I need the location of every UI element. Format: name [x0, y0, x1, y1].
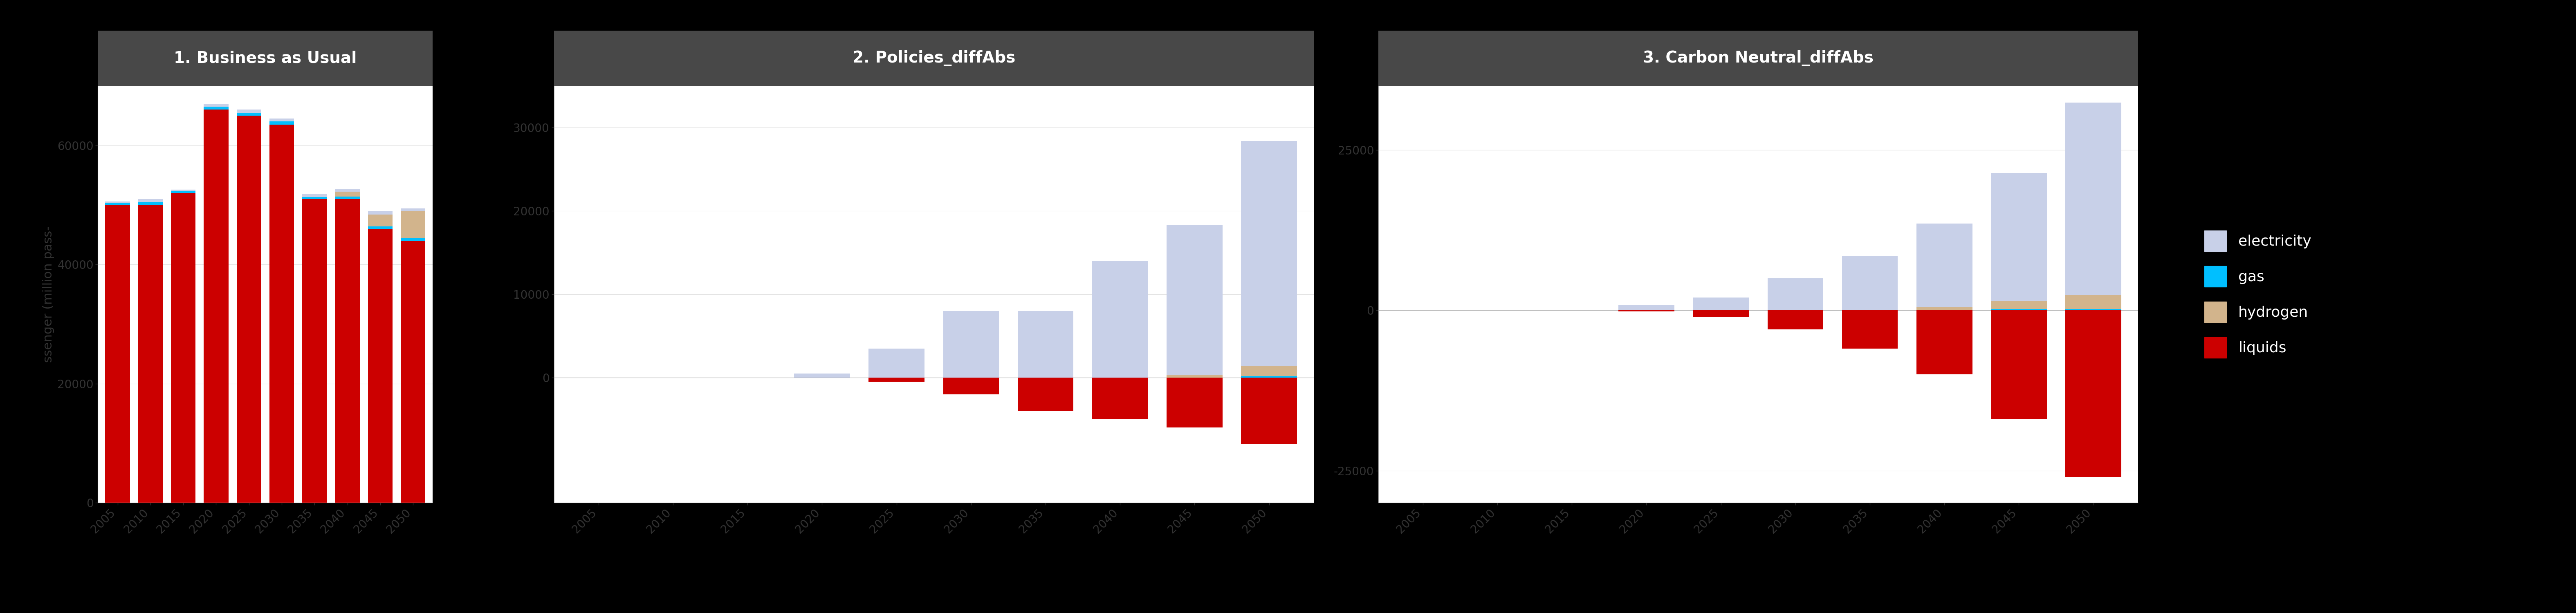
Bar: [106, 201, 129, 203]
Bar: [1167, 375, 1224, 378]
Bar: [1991, 309, 2048, 310]
Text: 2. Policies_diffAbs: 2. Policies_diffAbs: [853, 50, 1015, 66]
Bar: [943, 378, 999, 394]
Bar: [1092, 378, 1149, 419]
Text: 3. Carbon Neutral_diffAbs: 3. Carbon Neutral_diffAbs: [1643, 50, 1873, 66]
Bar: [204, 104, 229, 107]
Bar: [335, 189, 361, 192]
Bar: [2066, 102, 2120, 295]
Bar: [237, 116, 260, 503]
Legend: electricity, gas, hydrogen, liquids: electricity, gas, hydrogen, liquids: [2197, 223, 2318, 365]
Bar: [1767, 310, 1824, 330]
Bar: [1917, 310, 1973, 375]
Bar: [335, 199, 361, 503]
Bar: [335, 197, 361, 199]
Bar: [1018, 311, 1074, 378]
Bar: [868, 348, 925, 378]
Bar: [1242, 378, 1296, 444]
Bar: [301, 199, 327, 503]
Bar: [368, 211, 392, 215]
Y-axis label: ssenger (million pass-: ssenger (million pass-: [44, 226, 54, 362]
Bar: [1167, 225, 1224, 375]
Bar: [301, 194, 327, 197]
Bar: [204, 110, 229, 503]
Bar: [1842, 256, 1899, 310]
Bar: [1618, 305, 1674, 310]
Bar: [170, 191, 196, 193]
Bar: [402, 241, 425, 503]
Bar: [1767, 278, 1824, 310]
Bar: [1618, 310, 1674, 311]
Bar: [1242, 376, 1296, 378]
Bar: [106, 205, 129, 503]
Bar: [1917, 307, 1973, 310]
Bar: [1991, 310, 2048, 419]
Bar: [402, 238, 425, 241]
Bar: [170, 193, 196, 503]
Bar: [170, 189, 196, 191]
Bar: [368, 215, 392, 226]
Bar: [1917, 224, 1973, 307]
Bar: [943, 311, 999, 378]
Bar: [106, 203, 129, 205]
Bar: [1242, 366, 1296, 376]
Bar: [1242, 141, 1296, 366]
Bar: [1991, 302, 2048, 309]
Bar: [270, 118, 294, 121]
Bar: [270, 121, 294, 124]
Bar: [368, 226, 392, 229]
Bar: [237, 113, 260, 116]
Text: 1. Business as Usual: 1. Business as Usual: [173, 50, 358, 66]
Bar: [139, 199, 162, 202]
Bar: [868, 378, 925, 382]
Bar: [1092, 261, 1149, 378]
Bar: [139, 205, 162, 503]
Bar: [402, 211, 425, 238]
Bar: [1167, 378, 1224, 428]
Bar: [1842, 310, 1899, 349]
Bar: [2066, 295, 2120, 309]
Bar: [1018, 378, 1074, 411]
Bar: [1692, 297, 1749, 310]
Bar: [2066, 310, 2120, 477]
Bar: [402, 208, 425, 211]
Bar: [1991, 173, 2048, 302]
Bar: [270, 124, 294, 503]
Bar: [793, 373, 850, 378]
Bar: [139, 202, 162, 205]
Bar: [368, 229, 392, 503]
Bar: [2066, 309, 2120, 310]
Bar: [237, 110, 260, 113]
Bar: [204, 107, 229, 110]
Bar: [335, 192, 361, 197]
Bar: [301, 197, 327, 199]
Bar: [1692, 310, 1749, 317]
